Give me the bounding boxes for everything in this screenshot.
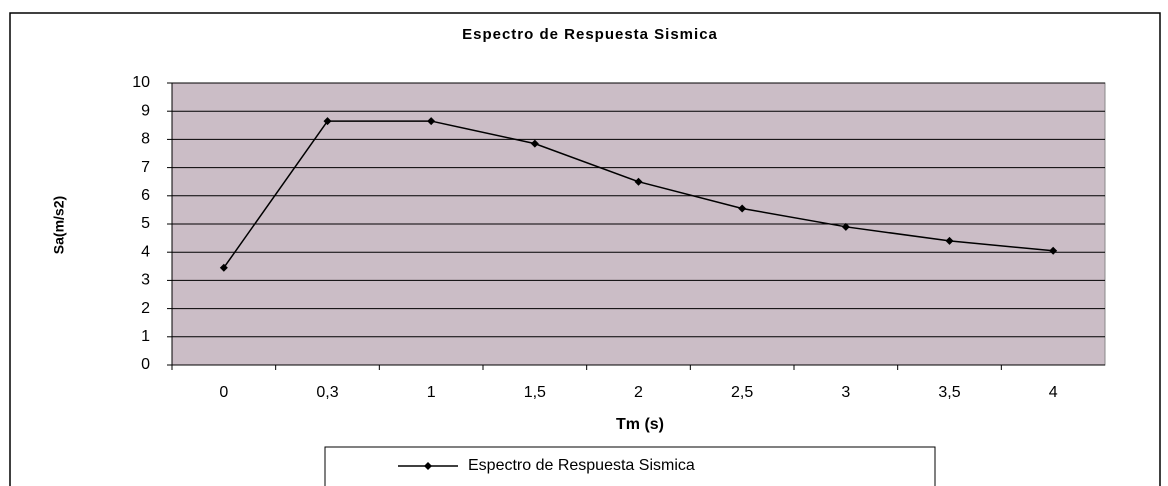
- point-marker: [1049, 246, 1058, 255]
- point-marker: [427, 117, 436, 126]
- y-tick-label: 2: [141, 300, 150, 317]
- x-tick-label: 4: [1049, 384, 1058, 401]
- point-marker: [945, 236, 954, 245]
- y-tick-label: 0: [141, 356, 150, 373]
- y-tick-label: 8: [141, 131, 150, 148]
- y-tick-label: 1: [141, 328, 150, 345]
- point-marker: [323, 117, 332, 126]
- x-axis-title: Tm (s): [616, 416, 664, 433]
- x-tick-label: 1,5: [524, 384, 546, 401]
- y-tick-label: 3: [141, 272, 150, 289]
- chart-title: Espectro de Respuesta Sismica: [462, 26, 718, 43]
- point-marker: [530, 139, 539, 148]
- x-tick-label: 2: [634, 384, 643, 401]
- x-tick-label: 0,3: [316, 384, 338, 401]
- point-marker: [738, 204, 747, 213]
- point-marker: [634, 177, 643, 186]
- y-tick-label: 9: [141, 102, 150, 119]
- x-tick-label: 2,5: [731, 384, 753, 401]
- x-tick-label: 3,5: [938, 384, 960, 401]
- y-axis-title: Sa(m/s2): [51, 196, 67, 254]
- y-tick-label: 6: [141, 187, 150, 204]
- legend-label: Espectro de Respuesta Sismica: [468, 457, 695, 474]
- y-tick-label: 4: [141, 243, 150, 260]
- legend-marker: [424, 462, 432, 470]
- x-tick-label: 0: [219, 384, 228, 401]
- y-tick-label: 7: [141, 159, 150, 176]
- x-tick-label: 1: [427, 384, 436, 401]
- point-marker: [841, 222, 850, 231]
- y-tick-label: 5: [141, 215, 150, 232]
- x-tick-label: 3: [841, 384, 850, 401]
- y-tick-label: 10: [132, 74, 150, 91]
- point-marker: [219, 263, 228, 272]
